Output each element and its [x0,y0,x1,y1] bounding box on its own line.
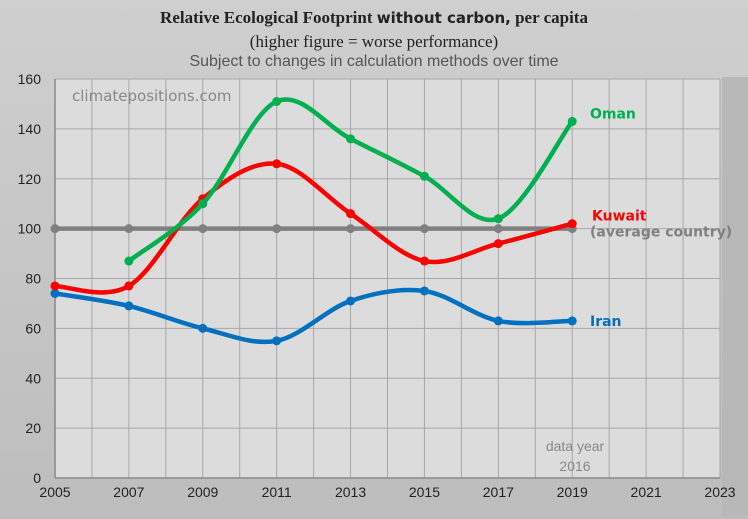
data-point [272,224,282,234]
data-point [272,336,282,346]
data-point [124,256,134,266]
right-border [722,77,748,517]
x-tick-label: 2011 [262,484,292,500]
data-point [50,224,60,234]
data-point [419,224,429,234]
chart-title: Relative Ecological Footprint without ca… [0,8,748,28]
watermark: climatepositions.com [72,87,232,105]
series-line-kuwait [52,161,575,295]
data-point [124,224,134,234]
data-point [198,323,208,333]
data-point [493,239,503,249]
y-tick-label: 20 [25,420,41,436]
y-tick-label: 100 [18,221,42,237]
data-point [419,256,429,266]
data-point [346,209,356,219]
data-point [493,316,503,326]
x-tick-label: 2007 [113,484,144,500]
data-point [272,96,282,106]
data-point [419,286,429,296]
series-line-iran [52,287,575,345]
y-tick-label: 60 [25,320,41,336]
data-point [346,296,356,306]
x-tick-label: 2013 [335,484,366,500]
x-tick-label: 2017 [483,484,514,500]
data-point [493,224,503,234]
data-point [50,288,60,298]
data-point [419,171,429,181]
series-label: (average country) [590,225,732,241]
y-tick-label: 0 [33,470,41,486]
x-tick-label: 2021 [631,484,662,500]
title-part-1: Relative Ecological Footprint [160,8,373,27]
data-point [50,281,60,291]
x-tick-label: 2005 [39,484,70,500]
title-part-2: without carbon, [376,9,511,27]
series-label: Oman [590,106,636,122]
data-point [567,219,577,229]
data-point [493,214,503,224]
data-point [198,224,208,234]
series-label: Iran [590,314,622,330]
data-point [124,281,134,291]
data-point [124,301,134,311]
chart-subtitle: (higher figure = worse performance) [249,32,499,51]
data-point [272,159,282,169]
x-tick-label: 2009 [187,484,218,500]
y-tick-label: 40 [25,370,41,386]
series-label: Kuwait [592,209,647,225]
y-tick-label: 160 [18,71,42,87]
data-year-value: 2016 [559,458,590,474]
data-year-label: data year [546,438,605,454]
data-point [567,116,577,126]
data-point [346,224,356,234]
y-tick-label: 140 [18,121,42,137]
data-point [567,316,577,326]
data-point [198,199,208,209]
y-tick-label: 80 [25,271,41,287]
x-tick-label: 2019 [557,484,588,500]
x-tick-label: 2023 [704,484,735,500]
title-part-3: per capita [515,8,588,27]
x-tick-label: 2015 [409,484,440,500]
y-tick-label: 120 [18,171,42,187]
data-point [346,134,356,144]
chart-note: Subject to changes in calculation method… [189,53,559,70]
